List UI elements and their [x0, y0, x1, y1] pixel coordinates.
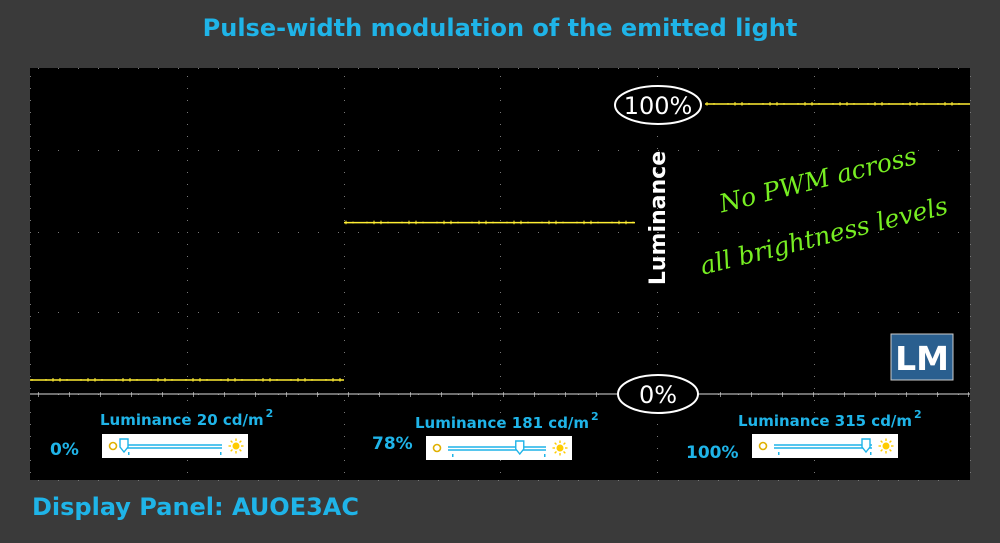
ref-label-top: 100%	[624, 92, 693, 120]
unit-superscript: 2	[266, 407, 274, 420]
y-axis-label: Luminance	[646, 151, 671, 285]
trace-series-3	[705, 102, 970, 106]
trace-series-2	[344, 220, 635, 225]
slider-thumb	[861, 438, 871, 454]
ref-ellipse-top	[614, 85, 702, 125]
luminance-label: Luminance 315 cd/m	[738, 412, 912, 430]
sun-large-icon	[228, 438, 244, 454]
logo-text: LM	[895, 339, 949, 378]
sun-small-icon	[432, 443, 442, 453]
luminance-label: Luminance 20 cd/m	[100, 411, 264, 429]
brightness-slider-box	[426, 436, 572, 460]
brightness-panel-2: Luminance 181 cd/m 2 78%	[372, 410, 599, 460]
ref-ellipse-bottom	[617, 374, 699, 414]
brightness-setting: 100%	[686, 443, 739, 463]
sun-small-icon	[758, 441, 768, 451]
brightness-panel-1: Luminance 20 cd/m 2 0%	[50, 407, 273, 460]
sun-large-icon	[878, 438, 894, 454]
luminance-label: Luminance 181 cd/m	[415, 414, 589, 432]
slider-thumb	[119, 438, 129, 454]
ref-label-bottom: 0%	[639, 381, 677, 409]
brightness-panel-3: Luminance 315 cd/m 2 100%	[686, 408, 922, 463]
logo-box	[890, 333, 954, 381]
slider-thumb	[515, 440, 525, 456]
brightness-setting: 0%	[50, 440, 79, 460]
brightness-slider-box	[752, 434, 898, 458]
unit-superscript: 2	[914, 408, 922, 421]
traces	[30, 102, 970, 382]
chart-title: Pulse-width modulation of the emitted li…	[202, 14, 798, 42]
sun-small-icon	[108, 441, 118, 451]
sun-large-icon	[552, 440, 568, 456]
unit-superscript: 2	[591, 410, 599, 423]
brightness-panels: Luminance 20 cd/m 20%Luminance 181 cd/m 27…	[50, 407, 922, 463]
trace-series-1	[30, 378, 344, 382]
display-panel-label: Display Panel: AUOE3AC	[32, 493, 359, 521]
brightness-setting: 78%	[372, 434, 413, 454]
